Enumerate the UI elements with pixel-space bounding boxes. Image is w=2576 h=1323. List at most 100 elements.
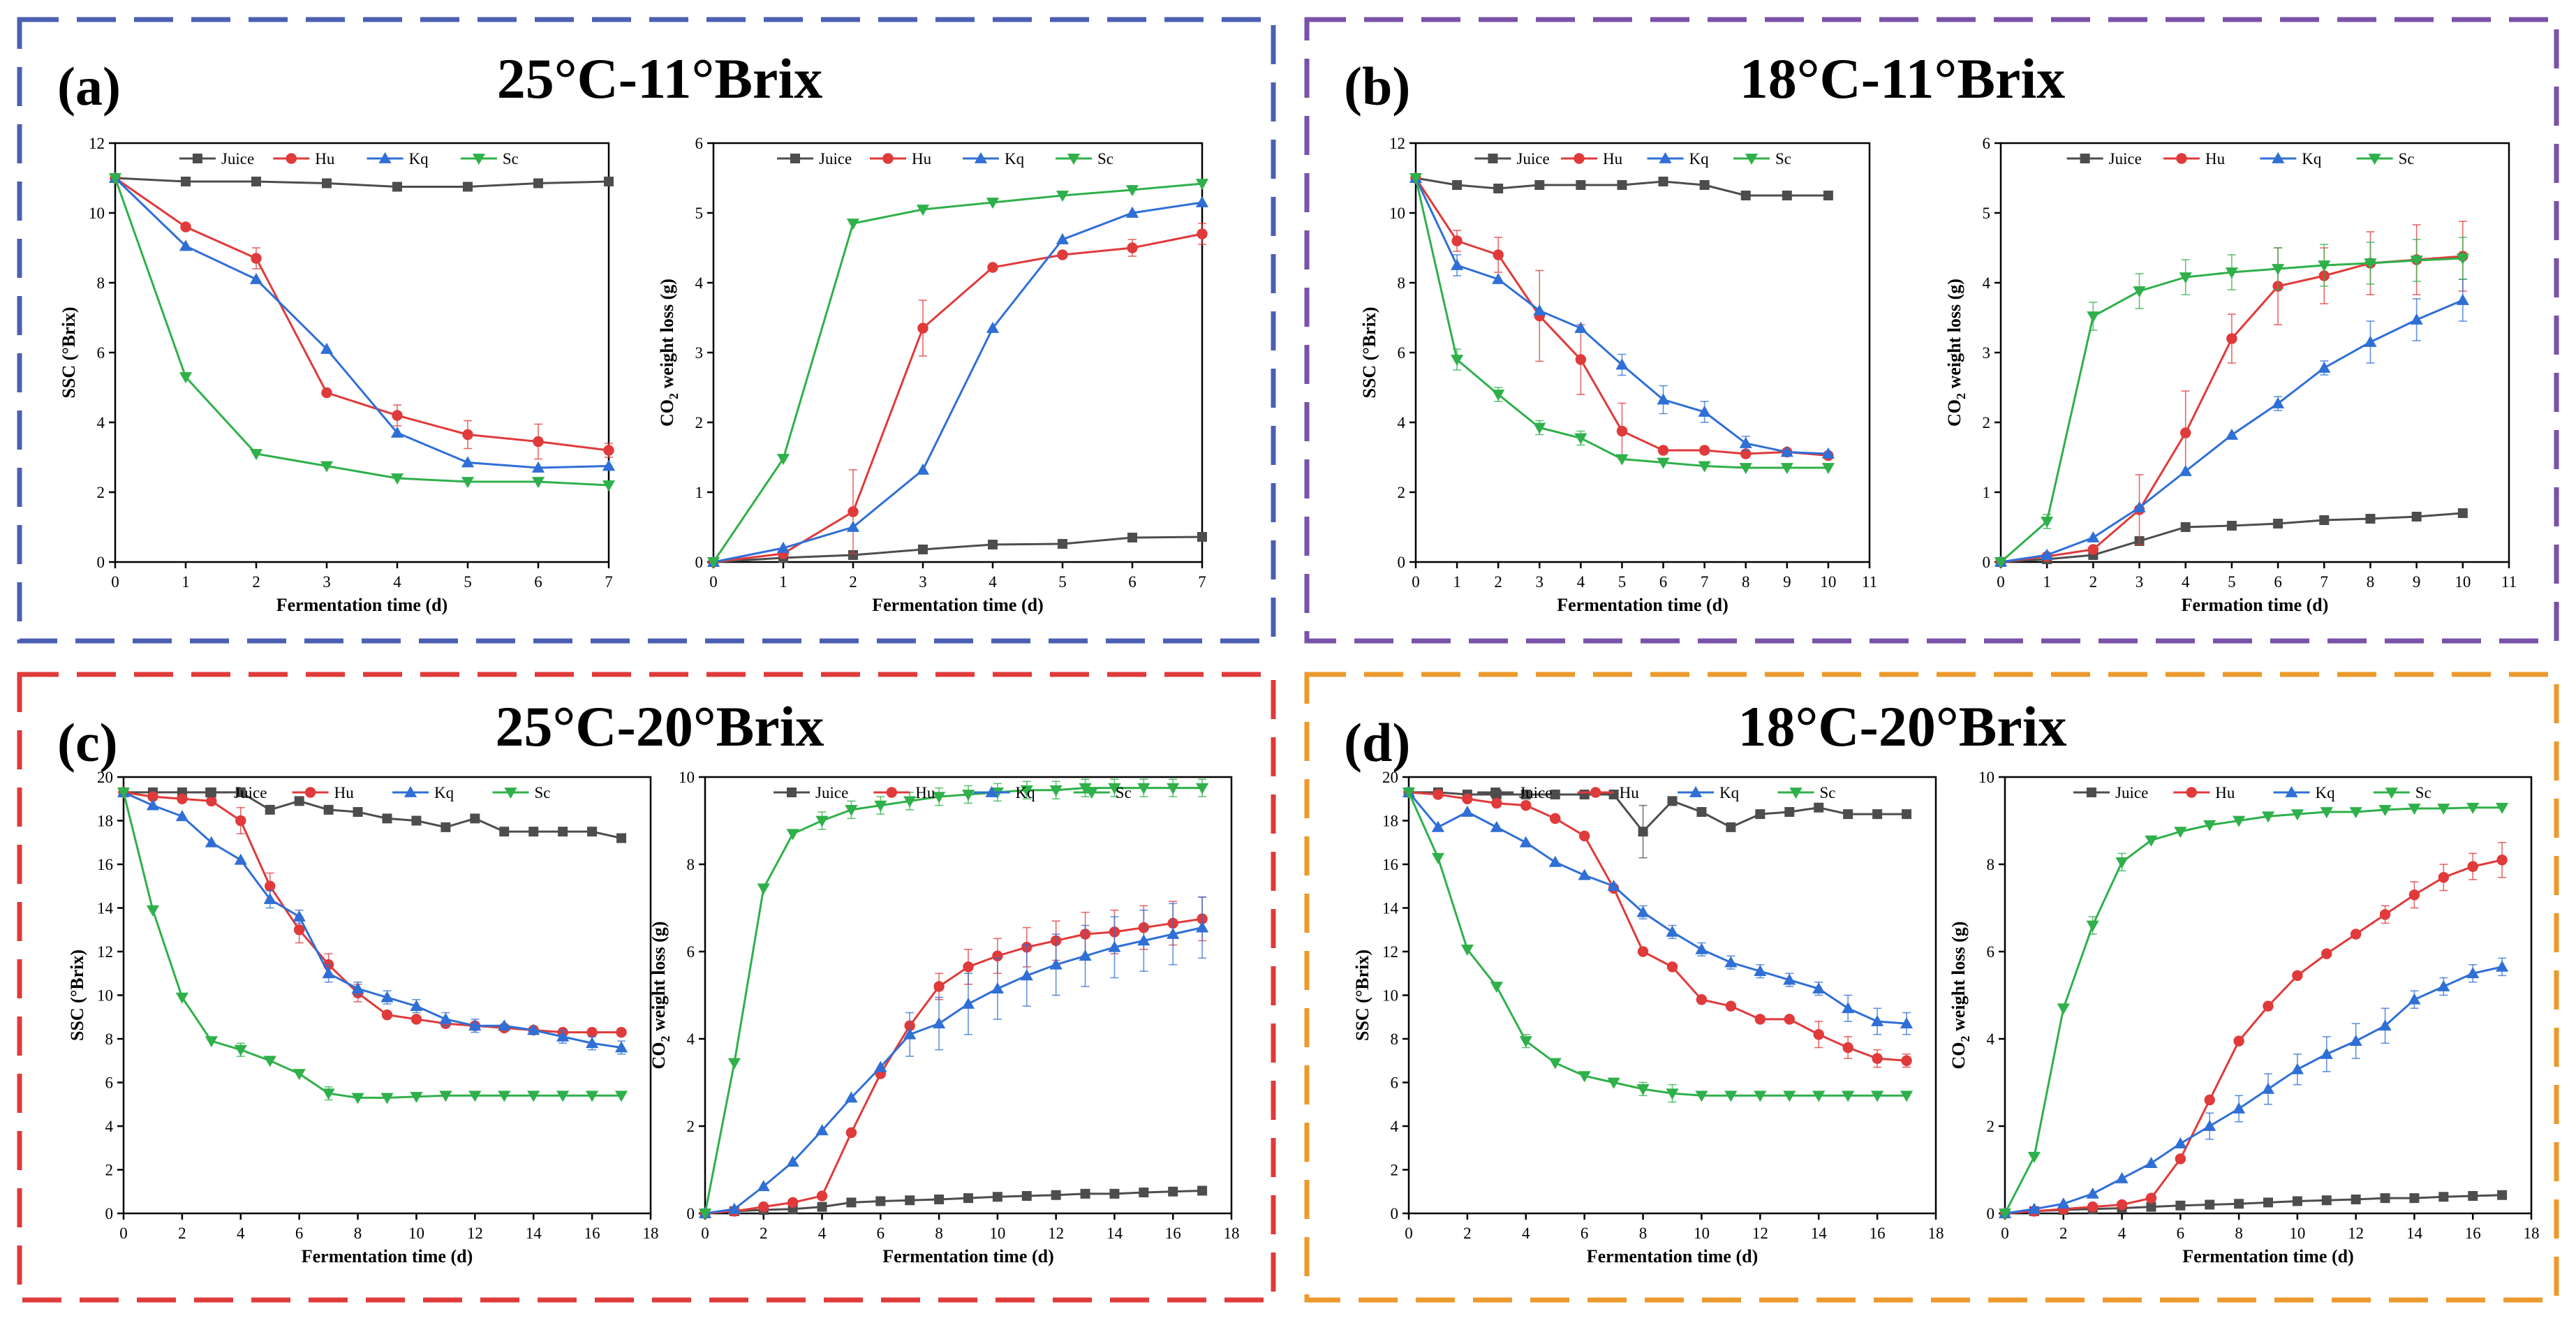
data-point <box>558 827 568 837</box>
data-point <box>1900 1017 1914 1028</box>
legend-label: Sc <box>2415 784 2431 801</box>
x-tick-label: 6 <box>877 1225 885 1242</box>
x-tick-label: 8 <box>354 1225 362 1242</box>
chart-c-ssc: 0 2 4 6 8 10 12 14 16 18 0 2 4 6 8 10 12 14 16 18 20 Fermenta… <box>67 769 659 1266</box>
data-point <box>206 795 217 807</box>
data-point <box>916 463 930 475</box>
series-line <box>704 926 1203 1215</box>
x-axis-label: Fermentation time (d) <box>276 595 447 615</box>
series-kq <box>698 896 1209 1218</box>
x-tick-label: 0 <box>1412 573 1420 591</box>
data-point <box>1533 422 1546 434</box>
panel-letter: (d) <box>1344 712 1410 773</box>
data-point <box>1842 1042 1853 1054</box>
series-hu <box>1410 172 1834 461</box>
data-point <box>727 1202 741 1214</box>
data-point <box>587 827 598 837</box>
legend-label: Juice <box>819 150 852 168</box>
series-kq <box>1998 957 2509 1218</box>
data-point <box>439 1091 452 1102</box>
data-point <box>845 805 858 816</box>
series-line <box>2004 966 2503 1215</box>
data-point <box>533 436 544 448</box>
data-point <box>1658 177 1668 186</box>
data-point <box>2320 807 2333 819</box>
y-tick-label: 10 <box>1389 205 1405 222</box>
y-tick-label: 3 <box>1983 344 1991 362</box>
y-tick-label: 2 <box>687 1118 695 1135</box>
series-line <box>123 791 622 1034</box>
data-point <box>2292 970 2303 982</box>
series-line <box>713 535 1203 563</box>
data-point <box>886 787 897 798</box>
data-point <box>1168 1186 1178 1197</box>
data-point <box>470 813 480 824</box>
data-point <box>727 1058 741 1070</box>
data-point <box>441 822 451 832</box>
data-point <box>1698 461 1711 473</box>
legend: Juice Hu Kq Sc <box>777 150 1113 168</box>
series-hu <box>1403 787 1912 1068</box>
y-axis-label: SSC (°Brix) <box>67 949 87 1041</box>
x-tick-label: 0 <box>111 573 119 591</box>
data-point <box>556 1030 570 1042</box>
chart-a-co2: 0 1 2 3 4 5 6 7 0 1 2 3 4 5 6 Fermentation time (d) CO2 … <box>657 135 1209 615</box>
data-point <box>2271 264 2285 276</box>
data-point <box>2437 980 2450 991</box>
data-point <box>1056 232 1069 244</box>
data-point <box>1409 173 1423 185</box>
x-tick-label: 10 <box>2455 573 2471 591</box>
x-tick-label: 2 <box>760 1225 768 1242</box>
x-tick-label: 4 <box>1577 573 1585 591</box>
data-point <box>468 1019 482 1031</box>
x-tick-label: 4 <box>1522 1225 1530 1242</box>
x-tick-label: 3 <box>2135 573 2144 591</box>
data-point <box>2203 1119 2216 1131</box>
legend-label: Sc <box>503 150 519 168</box>
data-point <box>351 1093 364 1104</box>
data-point <box>1739 463 1752 475</box>
data-point <box>533 178 543 189</box>
y-tick-label: 2 <box>695 414 704 431</box>
data-point <box>2087 788 2097 797</box>
legend-label: Kq <box>409 150 429 168</box>
data-point <box>616 833 627 843</box>
data-point <box>2320 1047 2333 1059</box>
x-tick-label: 4 <box>237 1225 245 1242</box>
data-point <box>2409 1193 2420 1204</box>
data-point <box>1519 1036 1532 1048</box>
data-point <box>1696 807 1707 817</box>
x-tick-label: 6 <box>534 573 542 591</box>
data-point <box>411 815 422 826</box>
data-point <box>175 992 188 1004</box>
y-tick-label: 6 <box>1987 943 1995 961</box>
legend-label: Hu <box>915 784 935 801</box>
data-point <box>916 205 930 216</box>
y-tick-label: 0 <box>695 554 704 571</box>
legend-label: Kq <box>2302 150 2322 168</box>
data-point <box>2466 802 2480 814</box>
plot-area-border <box>1407 776 1937 1215</box>
y-tick-label: 6 <box>1983 135 1991 152</box>
data-point <box>2115 1172 2129 1183</box>
series-juice <box>1411 173 1833 200</box>
data-point <box>498 1091 511 1102</box>
data-point <box>1755 809 1766 820</box>
data-point <box>790 154 800 163</box>
data-point <box>2087 311 2100 323</box>
data-point <box>2175 1200 2186 1211</box>
series-line <box>114 177 609 452</box>
data-point <box>2411 512 2422 522</box>
data-point <box>1657 457 1670 469</box>
data-point <box>1789 788 1803 799</box>
data-point <box>1872 809 1883 820</box>
series-kq <box>1402 785 1914 1035</box>
y-tick-label: 4 <box>105 1118 114 1135</box>
data-point <box>2180 522 2191 532</box>
series-line <box>1407 792 1907 1097</box>
legend-label: Kq <box>1005 150 1025 168</box>
data-point <box>2496 802 2509 814</box>
data-point <box>1550 813 1561 825</box>
data-point <box>2180 427 2191 438</box>
x-tick-label: 0 <box>1997 573 2005 591</box>
